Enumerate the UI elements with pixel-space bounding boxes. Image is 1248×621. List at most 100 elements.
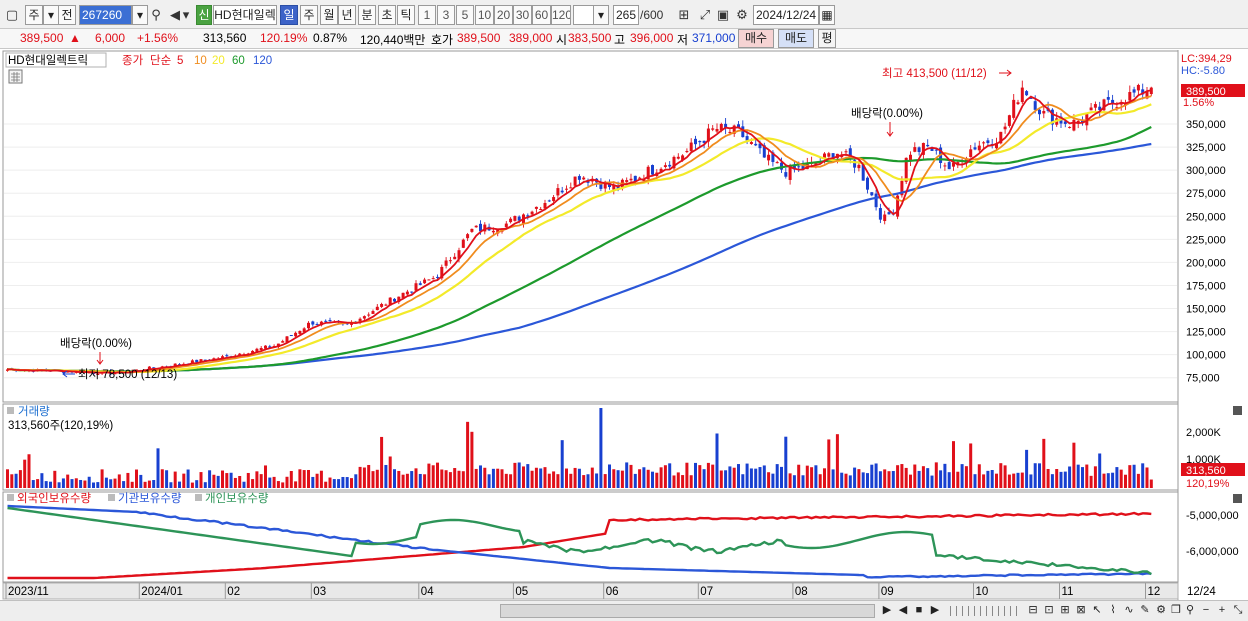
interval-20[interactable]: 20	[494, 5, 513, 25]
volume-bar	[749, 468, 753, 488]
zoom-icon[interactable]: ⚲	[1185, 604, 1195, 616]
zoom-in-icon[interactable]: +	[1218, 604, 1226, 616]
wave-icon[interactable]: ∿	[1124, 604, 1134, 616]
zoom-slider[interactable]	[950, 606, 1020, 616]
period-year[interactable]: 년	[338, 5, 356, 25]
high-label: 고	[614, 33, 626, 47]
eraser-icon[interactable]: ✎	[1140, 604, 1150, 616]
period-second[interactable]: 초	[378, 5, 396, 25]
volume-bar	[169, 482, 173, 488]
volume-bar	[969, 443, 973, 488]
stock-chart[interactable]: 2023/11 2024/01 02 03 04 05 06 07 08 09 10 11 12 HD현…	[0, 50, 1248, 600]
step-forward-icon[interactable]: ▶	[930, 604, 940, 616]
layout-icon-2[interactable]: ⊡	[1044, 604, 1054, 616]
date-input[interactable]: 2024/12/24	[753, 5, 819, 25]
candle-body	[423, 279, 427, 284]
investor-close-icon[interactable]	[1233, 494, 1242, 503]
prev-button[interactable]: 전	[58, 5, 76, 25]
search-icon[interactable]: ⚲	[151, 7, 161, 22]
scroll-thumb[interactable]	[500, 604, 875, 618]
candle-body	[1098, 106, 1102, 111]
save-icon[interactable]: ▣	[716, 7, 730, 22]
sell-button[interactable]: 매도	[778, 29, 814, 48]
stop-icon[interactable]: ■	[915, 604, 923, 616]
volume-bar	[418, 473, 422, 488]
code-dropdown-icon[interactable]: ▾	[132, 5, 148, 25]
period-month[interactable]: 월	[320, 5, 338, 25]
volume-bar	[6, 469, 9, 488]
volume-bar	[285, 476, 289, 488]
dividend-annotation-2: 배당락(0.00%)	[851, 107, 923, 120]
interval-120[interactable]: 120	[551, 5, 571, 25]
interval-30[interactable]: 30	[513, 5, 532, 25]
volume-bar	[23, 459, 27, 488]
step-back-icon[interactable]: ◀	[898, 604, 908, 616]
volume-bar	[999, 463, 1003, 488]
calendar-icon[interactable]: ▦	[819, 5, 835, 25]
grid-toggle-icon[interactable]	[8, 69, 23, 84]
zoom-out-icon[interactable]: −	[1202, 604, 1210, 616]
volume-bar	[702, 469, 706, 488]
volume-bar	[281, 482, 285, 488]
speaker-icon[interactable]: ◀	[170, 7, 180, 22]
volume-bar	[83, 480, 87, 488]
candle-body	[909, 154, 912, 162]
candle-body	[1141, 89, 1145, 95]
candle-body	[225, 355, 229, 357]
layout-icon-3[interactable]: ⊞	[1060, 604, 1070, 616]
draw-icon[interactable]: ⤢	[699, 7, 711, 22]
volume-bar	[534, 467, 538, 488]
candle-body	[448, 260, 452, 262]
chart-type-icon[interactable]: ⊞	[678, 7, 690, 22]
y-tick-label: 125,000	[1186, 327, 1226, 339]
candle-body	[689, 142, 693, 152]
volume-bar	[156, 448, 160, 488]
layout-icon-4[interactable]: ⊠	[1076, 604, 1086, 616]
settings-small-icon[interactable]: ⚙	[1156, 604, 1166, 616]
trend-icon[interactable]: ⌇	[1110, 604, 1116, 616]
stock-code-input[interactable]: 267260	[79, 5, 132, 25]
volume-bar	[302, 470, 306, 488]
layout-icon-1[interactable]: ⊟	[1028, 604, 1038, 616]
play-icon[interactable]: ▶	[882, 604, 892, 616]
period-week[interactable]: 주	[300, 5, 318, 25]
interval-1[interactable]: 1	[418, 5, 436, 25]
count-input[interactable]: 265	[613, 5, 639, 25]
volume-bar	[337, 479, 341, 488]
speaker-dropdown-icon[interactable]: ▾	[182, 7, 190, 22]
volume-bar	[913, 464, 917, 488]
cursor-icon[interactable]: ↖	[1092, 604, 1102, 616]
buy-button[interactable]: 매수	[738, 29, 774, 48]
period-minute[interactable]: 분	[358, 5, 376, 25]
x-tick-label: 06	[606, 586, 619, 598]
volume-bar	[909, 474, 912, 488]
market-selector[interactable]: 주	[25, 5, 43, 25]
interval-10[interactable]: 10	[475, 5, 494, 25]
volume-bar	[577, 468, 581, 488]
volume-bar	[491, 468, 495, 488]
volume-bar	[676, 472, 680, 488]
volume-bar	[543, 467, 547, 488]
vol-last-pct: 120,19%	[1186, 478, 1230, 490]
candle-body	[848, 148, 852, 159]
high-price: 396,000	[630, 31, 674, 45]
volume-bar	[582, 475, 586, 488]
interval-5[interactable]: 5	[456, 5, 474, 25]
candle-body	[926, 144, 930, 147]
candle-body	[870, 192, 874, 196]
interval-60[interactable]: 60	[532, 5, 551, 25]
volume-close-icon[interactable]	[1233, 406, 1242, 415]
period-day[interactable]: 일	[280, 5, 298, 25]
volume-bar	[526, 464, 530, 488]
copy-icon[interactable]: ❐	[1171, 604, 1181, 616]
window-icon[interactable]: ▢	[5, 7, 19, 22]
candle-body	[298, 330, 302, 334]
gear-icon[interactable]: ⚙	[736, 7, 748, 22]
average-button[interactable]: 평	[818, 29, 836, 48]
market-dropdown-icon[interactable]: ▾	[43, 5, 59, 25]
volume-bar	[1038, 463, 1041, 488]
interval-dropdown-icon[interactable]: ▾	[593, 5, 609, 25]
expand-icon[interactable]: ⤡	[1233, 604, 1243, 616]
interval-3[interactable]: 3	[437, 5, 455, 25]
period-tick[interactable]: 틱	[397, 5, 415, 25]
